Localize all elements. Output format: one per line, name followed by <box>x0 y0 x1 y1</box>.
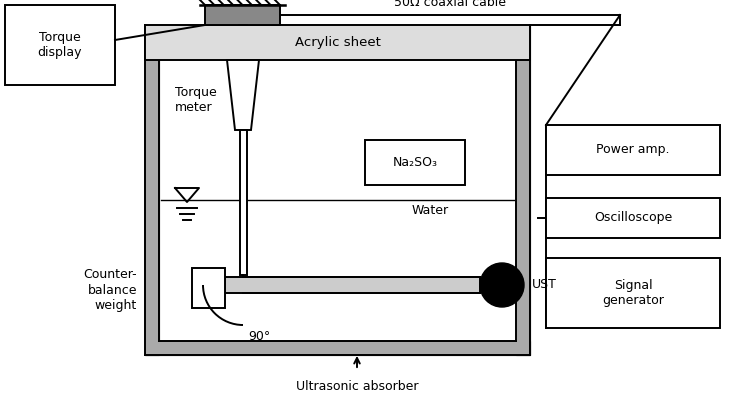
Text: Oscilloscope: Oscilloscope <box>594 211 672 224</box>
Bar <box>145 25 530 60</box>
Polygon shape <box>227 60 259 130</box>
Text: Torque
meter: Torque meter <box>175 86 216 114</box>
Bar <box>546 125 720 175</box>
Bar <box>240 130 247 275</box>
Text: Counter-
balance
weight: Counter- balance weight <box>83 269 137 312</box>
Text: Signal
generator: Signal generator <box>602 279 664 307</box>
Text: UST: UST <box>532 278 557 292</box>
Bar <box>205 5 280 25</box>
Text: Torque
display: Torque display <box>38 31 82 59</box>
Text: Na₂SO₃: Na₂SO₃ <box>392 156 437 169</box>
Text: Ultrasonic absorber: Ultrasonic absorber <box>296 380 418 393</box>
Text: Power amp.: Power amp. <box>596 143 670 156</box>
Text: Water: Water <box>411 203 448 216</box>
Bar <box>365 140 465 185</box>
Bar <box>5 5 115 85</box>
Bar <box>516 25 530 355</box>
Bar <box>192 268 225 308</box>
Text: 50Ω coaxial cable: 50Ω coaxial cable <box>394 0 506 9</box>
Text: 90°: 90° <box>248 330 270 343</box>
Bar <box>546 258 720 328</box>
Bar <box>225 277 480 293</box>
Text: Acrylic sheet: Acrylic sheet <box>294 36 381 49</box>
Bar <box>546 198 720 238</box>
Circle shape <box>480 263 524 307</box>
Bar <box>145 25 159 355</box>
Bar <box>145 341 530 355</box>
